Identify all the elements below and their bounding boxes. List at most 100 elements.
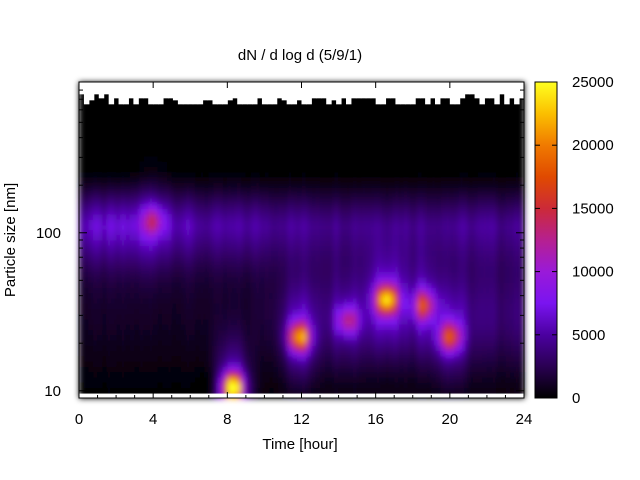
- heatmap-cell: [111, 113, 117, 120]
- heatmap-cell: [324, 192, 330, 199]
- heatmap-cell: [389, 345, 395, 352]
- heatmap-cell: [194, 319, 201, 325]
- heatmap-cell: [459, 255, 465, 262]
- heatmap-cell: [463, 376, 469, 383]
- heatmap-cell: [292, 197, 298, 204]
- heatmap-cell: [102, 255, 108, 262]
- heatmap-cell: [245, 166, 252, 173]
- heatmap-cell: [269, 371, 275, 378]
- heatmap-cell: [264, 271, 270, 278]
- heatmap-cell: [384, 382, 391, 389]
- heatmap-cell: [296, 292, 303, 299]
- heatmap-cell: [352, 108, 358, 115]
- heatmap-cell: [125, 224, 131, 231]
- heatmap-cell: [120, 324, 126, 331]
- heatmap-cell: [125, 103, 131, 109]
- heatmap-cell: [338, 355, 344, 362]
- heatmap-cell: [347, 266, 354, 273]
- heatmap-cell: [384, 319, 391, 325]
- heatmap-cell: [384, 329, 391, 336]
- heatmap-cell: [264, 382, 270, 389]
- heatmap-cell: [231, 245, 238, 252]
- heatmap-cell: [375, 187, 381, 194]
- heatmap-cell: [389, 313, 395, 320]
- heatmap-cell: [125, 240, 131, 246]
- heatmap-cell: [162, 366, 168, 373]
- heatmap-cell: [398, 287, 405, 294]
- heatmap-cell: [435, 292, 442, 299]
- heatmap-cell: [153, 150, 159, 157]
- heatmap-cell: [176, 176, 182, 183]
- heatmap-cell: [394, 118, 400, 125]
- heatmap-cell: [171, 113, 177, 120]
- heatmap-cell: [310, 287, 317, 294]
- heatmap-cell: [204, 203, 210, 209]
- heatmap-cell: [204, 145, 210, 152]
- heatmap-cell: [445, 345, 451, 352]
- heatmap-cell: [422, 371, 428, 378]
- heatmap-cell: [157, 387, 164, 394]
- heatmap-cell: [315, 276, 321, 283]
- heatmap-cell: [176, 208, 182, 215]
- heatmap-cell: [269, 155, 275, 162]
- heatmap-cell: [204, 313, 210, 320]
- heatmap-cell: [435, 234, 442, 241]
- heatmap-cell: [222, 282, 228, 288]
- heatmap-cell: [171, 182, 177, 188]
- heatmap-cell: [79, 208, 85, 215]
- heatmap-cell: [92, 319, 99, 325]
- heatmap-cell: [213, 218, 219, 225]
- heatmap-cell: [129, 319, 136, 325]
- heatmap-cell: [320, 313, 326, 320]
- heatmap-cell: [204, 166, 210, 173]
- heatmap-cell: [171, 376, 177, 383]
- heatmap-cell: [454, 218, 460, 225]
- heatmap-cell: [347, 240, 354, 246]
- heatmap-cell: [301, 161, 307, 167]
- heatmap-cell: [157, 134, 164, 141]
- heatmap-cell: [222, 234, 228, 241]
- heatmap-cell: [167, 261, 173, 267]
- heatmap-cell: [338, 134, 344, 141]
- heatmap-cell: [398, 282, 405, 288]
- heatmap-cell: [431, 161, 437, 167]
- heatmap-cell: [222, 171, 228, 178]
- heatmap-cell: [83, 382, 89, 389]
- heatmap-cell: [449, 218, 456, 225]
- heatmap-cell: [366, 276, 372, 283]
- heatmap-cell: [296, 308, 303, 315]
- heatmap-cell: [310, 371, 317, 378]
- heatmap-cell: [324, 345, 330, 352]
- heatmap-cell: [278, 197, 284, 204]
- heatmap-cell: [333, 171, 340, 178]
- heatmap-cell: [361, 376, 367, 383]
- heatmap-cell: [157, 319, 164, 325]
- heatmap-cell: [273, 192, 279, 199]
- heatmap-cell: [403, 324, 409, 331]
- heatmap-cell: [139, 371, 145, 378]
- heatmap-cell: [218, 129, 224, 136]
- heatmap-cell: [366, 255, 372, 262]
- heatmap-cell: [194, 203, 201, 209]
- heatmap-cell: [338, 187, 344, 194]
- heatmap-cell: [282, 292, 289, 299]
- heatmap-cell: [120, 271, 126, 278]
- heatmap-cell: [106, 124, 113, 130]
- heatmap-cell: [153, 166, 159, 173]
- heatmap-cell: [83, 355, 89, 362]
- heatmap-cell: [440, 224, 446, 231]
- heatmap-cell: [282, 350, 289, 357]
- heatmap-cell: [97, 250, 103, 257]
- heatmap-cell: [389, 240, 395, 246]
- heatmap-cell: [338, 176, 344, 183]
- heatmap-cell: [231, 192, 238, 199]
- heatmap-cell: [301, 329, 307, 336]
- heatmap-cell: [301, 171, 307, 178]
- heatmap-cell: [264, 276, 270, 283]
- heatmap-cell: [190, 234, 196, 241]
- heatmap-cell: [199, 334, 205, 341]
- heatmap-cell: [296, 345, 303, 352]
- heatmap-cell: [153, 329, 159, 336]
- heatmap-cell: [190, 282, 196, 288]
- heatmap-cell: [384, 250, 391, 257]
